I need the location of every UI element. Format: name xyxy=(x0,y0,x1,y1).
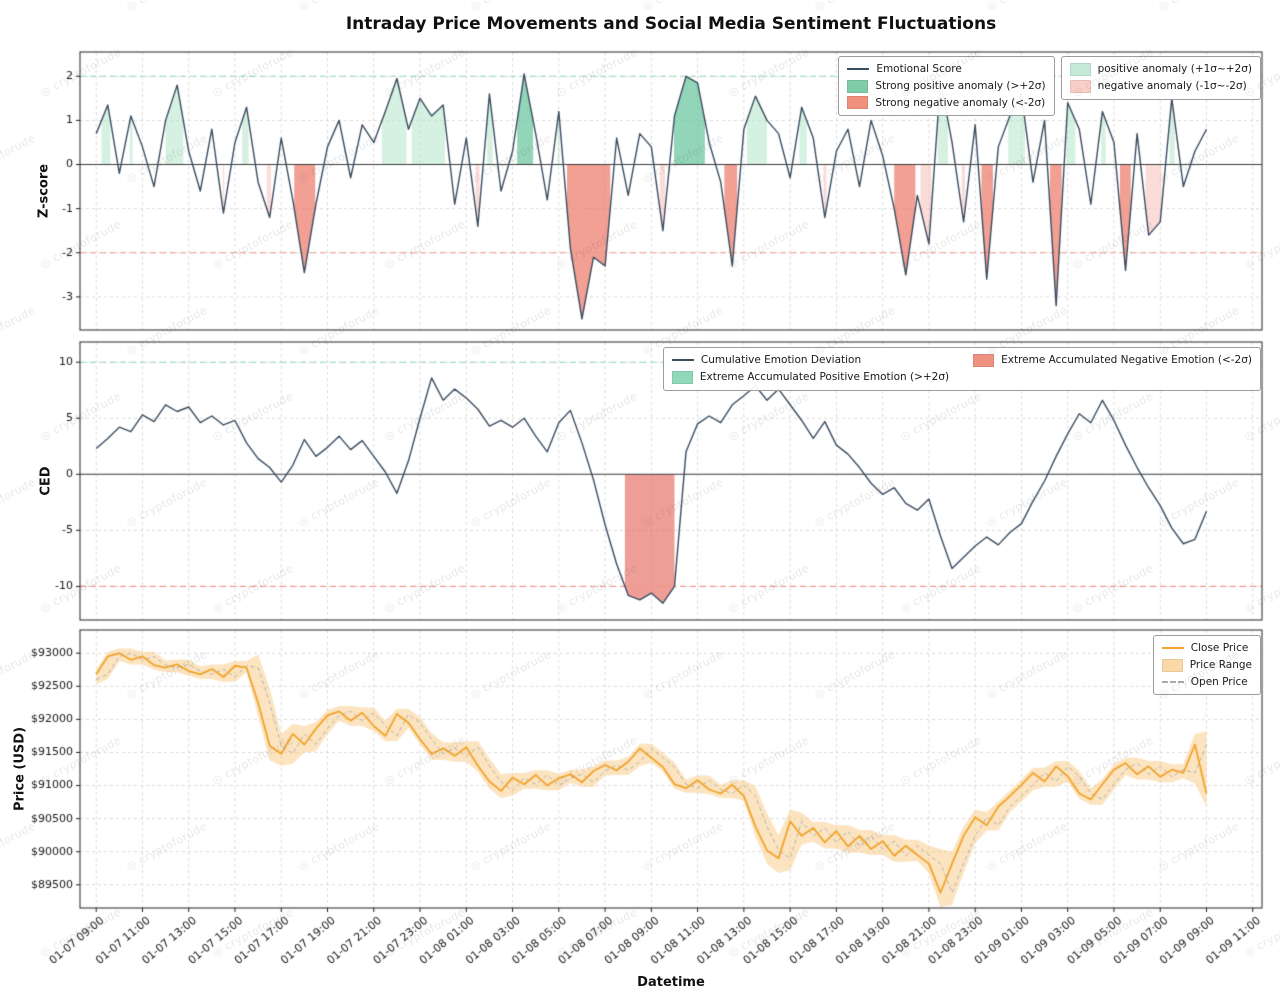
legend-label: Cumulative Emotion Deviation xyxy=(700,354,862,366)
datetime-axis-label: Datetime xyxy=(637,975,705,990)
legend-label: Extreme Accumulated Positive Emotion (>+… xyxy=(699,370,950,383)
legend-item: Extreme Accumulated Negative Emotion (<-… xyxy=(973,352,1252,369)
ced-axis-label: CED xyxy=(38,466,54,496)
legend-item: Emotional Score xyxy=(847,61,1045,78)
legend-line-swatch xyxy=(671,359,694,362)
legend-item: Price Range xyxy=(1161,657,1252,674)
legend-patch-swatch xyxy=(1069,79,1091,93)
figure-title: Intraday Price Movements and Social Medi… xyxy=(345,14,997,34)
legend-line-swatch xyxy=(847,68,870,71)
legend-item: positive anomaly (+1σ~+2σ) xyxy=(1069,61,1252,78)
legend-label: positive anomaly (+1σ~+2σ) xyxy=(1097,63,1252,75)
legend-patch-swatch xyxy=(1161,658,1183,672)
legend-label: Extreme Accumulated Negative Emotion (<-… xyxy=(1001,354,1252,366)
legend-patch-swatch xyxy=(847,96,869,110)
zscore-axis-label: Z-score xyxy=(36,163,52,219)
legend-label: Open Price xyxy=(1190,675,1248,688)
zscore-legend-group: Emotional Score Strong positive anomaly (… xyxy=(838,56,1261,117)
zscore-legend-secondary: positive anomaly (+1σ~+2σ) negative anoma… xyxy=(1060,56,1261,100)
legend-item: Extreme Accumulated Positive Emotion (>+… xyxy=(671,369,950,386)
legend-dashed-line-swatch xyxy=(1161,680,1184,683)
legend-label: Strong positive anomaly (>+2σ) xyxy=(875,79,1046,92)
legend-item: Strong negative anomaly (<-2σ) xyxy=(847,95,1045,112)
legend-item: negative anomaly (-1σ~-2σ) xyxy=(1069,78,1252,95)
legend-item: Cumulative Emotion Deviation xyxy=(671,352,949,369)
legend-label: negative anomaly (-1σ~-2σ) xyxy=(1097,79,1247,92)
legend-patch-swatch xyxy=(847,79,869,93)
legend-patch-swatch xyxy=(1069,62,1091,76)
legend-label: Strong negative anomaly (<-2σ) xyxy=(875,96,1046,109)
legend-label: Price Range xyxy=(1189,658,1252,671)
legend-label: Close Price xyxy=(1190,642,1249,654)
price-legend: Close Price Price Range Open Price xyxy=(1152,635,1261,696)
zscore-legend-primary: Emotional Score Strong positive anomaly (… xyxy=(838,56,1055,117)
legend-line-swatch xyxy=(1161,647,1184,650)
legend-patch-swatch xyxy=(671,370,693,384)
ced-legend: Cumulative Emotion Deviation Extreme Accu… xyxy=(662,347,1261,391)
price-axis-label: Price (USD) xyxy=(12,726,28,812)
legend-item: Close Price xyxy=(1161,640,1252,657)
legend-label: Emotional Score xyxy=(876,63,962,75)
legend-patch-swatch xyxy=(973,353,995,367)
legend-item: Open Price xyxy=(1161,674,1252,691)
legend-item: Strong positive anomaly (>+2σ) xyxy=(847,78,1046,95)
